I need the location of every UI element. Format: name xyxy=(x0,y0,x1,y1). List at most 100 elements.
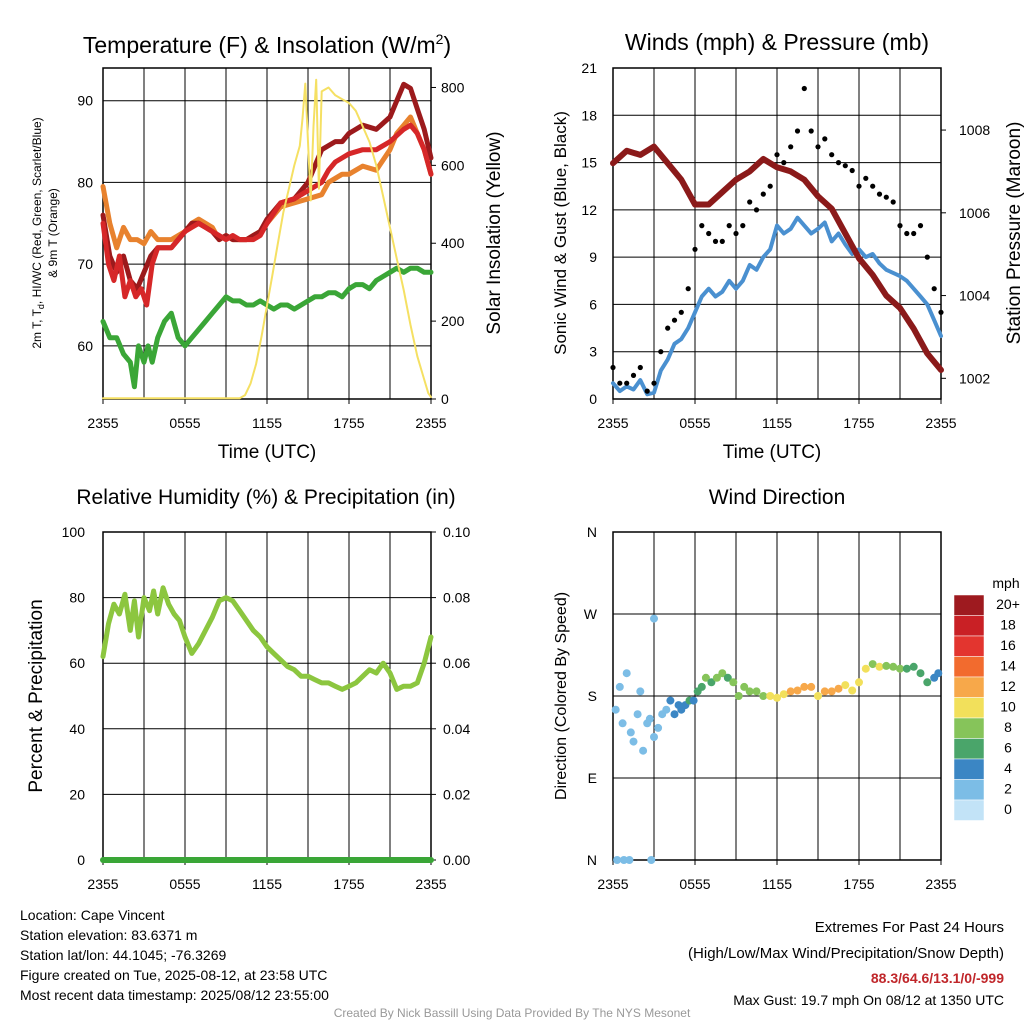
direction-point xyxy=(889,662,898,671)
direction-point xyxy=(639,746,648,755)
winds-xlabel: Time (UTC) xyxy=(723,442,822,463)
y2-tick-label: 0 xyxy=(441,391,449,407)
direction-point xyxy=(786,687,795,696)
gust-point xyxy=(617,380,623,386)
legend-label: 4 xyxy=(1004,760,1012,776)
direction-point xyxy=(923,678,932,687)
gust-point xyxy=(924,254,930,260)
gust-point xyxy=(624,380,630,386)
direction-point xyxy=(626,728,635,737)
gust-point xyxy=(692,246,698,252)
direction-point xyxy=(800,682,809,691)
gust-point xyxy=(658,349,664,355)
y-tick-label: 12 xyxy=(581,202,597,218)
legend-swatch xyxy=(953,717,985,739)
direction-point xyxy=(934,669,943,678)
temperature-series-3 xyxy=(100,265,434,390)
direction-point xyxy=(611,705,620,714)
direction-point xyxy=(712,673,721,682)
x-tick-label: 1755 xyxy=(333,876,364,892)
gust-point xyxy=(726,223,732,229)
gust-point xyxy=(767,183,773,189)
direction-point xyxy=(629,737,638,746)
y-tick-label: 21 xyxy=(581,60,597,76)
temperature-series-1 xyxy=(100,81,434,292)
station-info: Location: Cape Vincent Station elevation… xyxy=(20,905,329,1005)
gust-point xyxy=(897,223,903,229)
pressure-line xyxy=(610,143,944,373)
x-tick-label: 1155 xyxy=(252,876,282,892)
legend-swatch xyxy=(953,635,985,657)
x-tick-label: 2355 xyxy=(415,876,446,892)
legend-label: 0 xyxy=(1004,801,1012,817)
direction-point xyxy=(718,669,727,678)
legend-swatch xyxy=(953,758,985,780)
gust-point xyxy=(890,199,896,205)
gust-point xyxy=(630,372,637,378)
direction-point xyxy=(615,682,624,691)
gust-point xyxy=(904,230,910,237)
direction-point xyxy=(613,856,622,864)
direction-point xyxy=(834,684,843,693)
x-tick-label: 2355 xyxy=(925,876,956,892)
direction-point xyxy=(861,664,870,673)
direction-point xyxy=(647,856,656,864)
direction-point xyxy=(793,686,802,695)
gust-point xyxy=(931,286,937,292)
x-tick-label: 0555 xyxy=(169,415,200,431)
direction-point xyxy=(896,664,904,673)
y-tick-label: S xyxy=(588,688,597,704)
direction-point xyxy=(916,669,925,678)
y2-tick-label: 0.10 xyxy=(443,524,470,540)
y2-tick-label: 1008 xyxy=(959,122,990,138)
gust-point xyxy=(822,136,828,142)
y-tick-label: 60 xyxy=(69,655,85,671)
gust-point xyxy=(665,325,671,331)
x-tick-label: 2355 xyxy=(87,415,118,431)
winds-title: Winds (mph) & Pressure (mb) xyxy=(625,29,929,55)
legend-swatch xyxy=(953,656,985,678)
legend-swatch xyxy=(953,697,985,719)
gust-point xyxy=(733,230,739,237)
winds-y2label: Station Pressure (Maroon) xyxy=(1004,122,1024,345)
temperature-ylabel: 2m T, Td, HI/WC (Red, Green, Scarlet/Blu… xyxy=(30,117,46,348)
direction-point xyxy=(707,678,716,687)
y2-tick-label: 600 xyxy=(441,157,465,173)
direction-ylabel: Direction (Colored By Speed) xyxy=(553,592,570,800)
legend-label: 16 xyxy=(1000,637,1016,653)
extremes-subtitle: (High/Low/Max Wind/Precipitation/Snow De… xyxy=(688,945,1004,962)
gust-point xyxy=(801,85,807,92)
temperature-title: Temperature (F) & Insolation (W/m2) xyxy=(83,31,451,58)
x-tick-label: 1155 xyxy=(252,415,282,431)
x-tick-label: 2355 xyxy=(925,415,956,431)
created-text: Figure created on Tue, 2025-08-12, at 23… xyxy=(20,967,328,983)
direction-point xyxy=(827,687,836,696)
extremes-values: 88.3/64.6/13.1/0/-999 xyxy=(870,970,1004,986)
y2-tick-label: 0.08 xyxy=(443,590,470,606)
x-tick-label: 0555 xyxy=(679,415,710,431)
gust-point xyxy=(815,144,821,150)
direction-point xyxy=(875,662,884,671)
y2-tick-label: 0.06 xyxy=(443,655,470,671)
gust-point xyxy=(856,183,862,189)
temperature-series-4 xyxy=(102,78,432,400)
temperature-y2label: Solar Insolation (Yellow) xyxy=(484,131,505,334)
gust-point xyxy=(699,223,705,229)
direction-point xyxy=(773,693,781,702)
x-tick-label: 1155 xyxy=(762,876,792,892)
direction-point xyxy=(689,696,698,705)
direction-point xyxy=(645,714,654,723)
humidity-title: Relative Humidity (%) & Precipitation (i… xyxy=(76,486,455,509)
gust-point xyxy=(685,286,691,292)
direction-point xyxy=(666,696,675,705)
direction-point xyxy=(701,673,710,682)
gust-point xyxy=(835,160,842,166)
legend-swatch xyxy=(953,676,985,698)
direction-point xyxy=(636,687,645,696)
y2-tick-label: 1004 xyxy=(959,288,990,304)
extremes-title: Extremes For Past 24 Hours xyxy=(814,919,1004,936)
gust-point xyxy=(870,183,876,189)
direction-point xyxy=(650,733,658,741)
legend-label: 18 xyxy=(1000,617,1016,633)
